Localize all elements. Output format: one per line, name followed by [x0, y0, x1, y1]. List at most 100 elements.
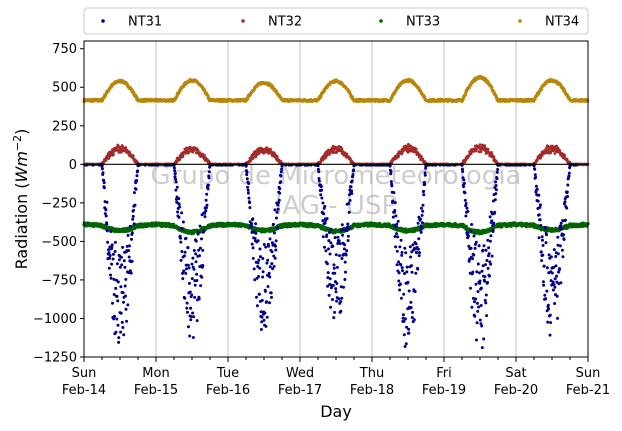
data-point-nt31	[462, 178, 466, 182]
data-point-nt31	[194, 239, 198, 243]
data-point-nt31	[483, 298, 487, 302]
data-point-nt31	[205, 192, 209, 196]
data-point-nt31	[335, 282, 339, 285]
data-point-nt31	[463, 198, 467, 202]
data-point-nt31	[274, 244, 277, 248]
data-point-nt31	[270, 262, 274, 266]
data-point-nt31	[201, 248, 205, 252]
data-point-nt31	[248, 206, 252, 210]
data-point-nt31	[494, 192, 498, 196]
data-point-nt31	[466, 231, 470, 235]
data-point-nt31	[124, 294, 127, 298]
data-point-nt31	[188, 334, 192, 338]
data-point-nt31	[130, 231, 134, 235]
data-point-nt31	[317, 170, 321, 174]
data-point-nt31	[398, 245, 402, 249]
data-point-nt31	[267, 244, 271, 248]
data-point-nt31	[185, 306, 189, 310]
data-point-nt31	[349, 185, 353, 189]
data-point-nt32	[479, 150, 483, 154]
data-point-nt31	[246, 191, 250, 195]
data-point-nt31	[483, 279, 487, 283]
data-point-nt31	[423, 183, 427, 186]
data-point-nt31	[495, 177, 499, 181]
data-point-nt31	[534, 175, 538, 179]
data-point-nt31	[407, 289, 411, 293]
data-point-nt31	[545, 266, 549, 270]
data-point-nt31	[538, 218, 542, 222]
data-point-nt31	[128, 244, 131, 248]
data-point-nt31	[543, 293, 547, 297]
data-point-nt31	[190, 262, 194, 266]
data-point-nt31	[551, 280, 555, 284]
data-point-nt31	[348, 199, 352, 202]
data-point-nt32	[328, 153, 331, 156]
data-point-nt32	[475, 148, 478, 152]
data-point-nt31	[119, 255, 123, 259]
data-point-nt31	[549, 321, 553, 325]
data-point-nt31	[553, 285, 557, 289]
data-point-nt31	[423, 173, 427, 177]
data-point-nt31	[257, 258, 261, 262]
data-point-nt31	[270, 295, 273, 299]
data-point-nt31	[177, 202, 181, 206]
data-point-nt31	[491, 228, 495, 232]
data-point-nt31	[331, 284, 335, 287]
data-point-nt31	[278, 187, 282, 191]
data-point-nt31	[327, 230, 331, 234]
data-point-nt31	[272, 222, 275, 226]
data-point-nt31	[244, 164, 248, 168]
data-point-nt31	[196, 231, 200, 235]
data-point-nt31	[333, 271, 337, 275]
data-point-nt31	[399, 238, 403, 242]
data-point-nt31	[114, 330, 118, 334]
data-point-nt31	[183, 254, 186, 258]
data-point-nt31	[470, 305, 474, 309]
data-point-nt31	[265, 261, 269, 265]
data-point-nt31	[396, 219, 400, 223]
data-point-nt31	[481, 248, 485, 252]
data-point-nt31	[541, 253, 545, 257]
data-point-nt31	[407, 327, 411, 331]
data-point-nt31	[191, 336, 195, 339]
data-point-nt31	[258, 247, 262, 251]
data-point-nt31	[552, 283, 556, 287]
data-point-nt31	[322, 212, 326, 216]
data-point-nt31	[179, 240, 183, 244]
data-point-nt31	[122, 333, 126, 337]
data-point-nt31	[198, 246, 202, 250]
data-point-nt31	[411, 243, 415, 247]
data-point-nt31	[189, 306, 193, 310]
data-point-nt31	[107, 248, 110, 252]
data-point-nt31	[350, 192, 354, 195]
data-point-nt31	[464, 214, 468, 218]
data-point-nt31	[555, 274, 559, 278]
data-point-nt31	[489, 262, 493, 266]
data-point-nt31	[265, 300, 269, 304]
data-point-nt31	[420, 221, 424, 225]
data-point-nt31	[182, 269, 186, 273]
data-point-nt31	[136, 169, 140, 173]
data-point-nt31	[343, 278, 347, 281]
data-point-nt31	[421, 203, 425, 207]
data-point-nt31	[407, 331, 411, 335]
data-point-nt31	[416, 267, 420, 271]
data-point-nt31	[420, 213, 424, 217]
data-point-nt31	[326, 271, 330, 275]
data-point-nt31	[200, 237, 203, 241]
data-point-nt31	[109, 230, 113, 233]
data-point-nt31	[471, 270, 475, 274]
data-point-nt31	[339, 309, 343, 313]
data-point-nt31	[476, 290, 480, 293]
data-point-nt31	[317, 179, 321, 183]
data-point-nt31	[485, 259, 489, 262]
data-point-nt31	[477, 305, 481, 309]
data-point-nt31	[414, 271, 418, 275]
data-point-nt31	[340, 296, 344, 300]
data-point-nt31	[487, 246, 491, 250]
data-point-nt31	[558, 244, 562, 248]
data-point-nt31	[280, 167, 284, 171]
data-point-nt31	[409, 255, 413, 259]
data-point-nt31	[347, 210, 351, 214]
data-point-nt31	[469, 229, 473, 233]
